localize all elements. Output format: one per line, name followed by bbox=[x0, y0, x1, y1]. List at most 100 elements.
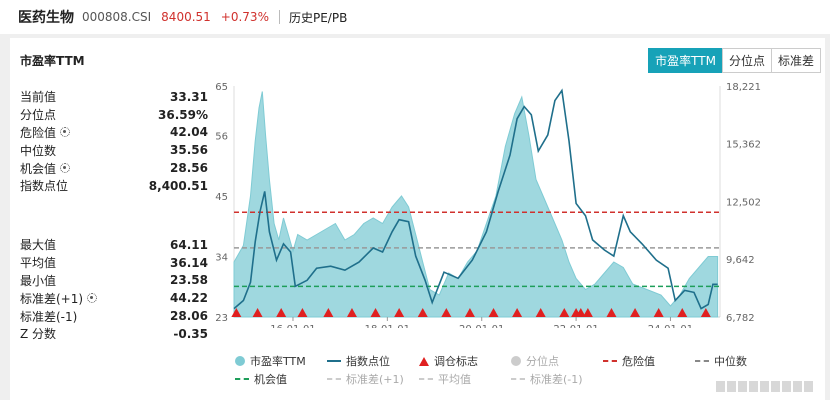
header-divider bbox=[278, 10, 280, 24]
rebalance-marker bbox=[441, 308, 452, 317]
stat-current-row: 危险值 42.04 bbox=[20, 124, 208, 142]
stat-value: 28.06 bbox=[170, 309, 208, 324]
rebalance-marker bbox=[606, 308, 617, 317]
stat-value: 64.11 bbox=[170, 237, 208, 252]
y-left-tick: 56 bbox=[215, 132, 228, 143]
rebalance-marker bbox=[559, 308, 570, 317]
legend-label: 标准差(-1) bbox=[530, 373, 583, 386]
legend-item[interactable]: 平均值 bbox=[419, 371, 511, 387]
stat-value: 28.56 bbox=[170, 161, 208, 176]
stat-current-row: 指数点位 8,400.51 bbox=[20, 177, 208, 195]
stat-history-row: 平均值 36.14 bbox=[20, 254, 208, 272]
legend-dash-icon bbox=[235, 378, 249, 380]
gear-icon[interactable] bbox=[87, 293, 98, 304]
rebalance-marker bbox=[297, 308, 308, 317]
stat-current-row: 中位数 35.56 bbox=[20, 141, 208, 159]
y-left-tick: 34 bbox=[215, 253, 228, 264]
index-name: 医药生物 bbox=[18, 10, 74, 26]
legend-dash-icon bbox=[327, 378, 341, 380]
legend-label: 中位数 bbox=[714, 355, 747, 368]
legend-item[interactable]: 标准差(-1) bbox=[511, 371, 603, 387]
x-tick-label: 16-01-01 bbox=[270, 324, 315, 328]
stat-label: 最大值 bbox=[20, 238, 57, 253]
tab-pe-ttm[interactable]: 市盈率TTM bbox=[648, 48, 723, 73]
legend-item[interactable]: 分位点 bbox=[511, 353, 603, 369]
legend-label: 分位点 bbox=[526, 355, 559, 368]
stat-value: -0.35 bbox=[173, 326, 208, 341]
stat-history-row: Z 分数 -0.35 bbox=[20, 325, 208, 343]
watermark bbox=[714, 379, 813, 392]
rebalance-marker bbox=[512, 308, 523, 317]
x-tick-label: 20-01-01 bbox=[459, 324, 504, 328]
stat-value: 42.04 bbox=[170, 125, 208, 140]
legend-dot-icon bbox=[511, 356, 521, 366]
stats-current: 当前值 33.31 分位点 36.59% 危险值 42.04 中位数 35.56 机会值 28.5… bbox=[20, 88, 208, 195]
stat-value: 44.22 bbox=[170, 291, 208, 306]
rebalance-marker bbox=[231, 308, 242, 317]
stat-history-row: 最大值 64.11 bbox=[20, 236, 208, 254]
history-pe-pb-link[interactable]: 历史PE/PB bbox=[288, 10, 348, 25]
pe-chart[interactable]: 65 56 45 34 23 18,221 15,362 12,502 9,642 6,782 16… bbox=[200, 78, 770, 328]
stat-current-row: 分位点 36.59% bbox=[20, 106, 208, 124]
stat-value: 36.14 bbox=[170, 255, 208, 270]
stats-history: 最大值 64.11 平均值 36.14 最小值 23.58 标准差(+1) 44.22 标准差(… bbox=[20, 236, 208, 343]
stat-label: 平均值 bbox=[20, 256, 57, 271]
rebalance-marker bbox=[575, 308, 586, 317]
x-tick-label: 18-01-01 bbox=[365, 324, 410, 328]
rebalance-marker bbox=[417, 308, 428, 317]
stat-history-row: 标准差(-1) 28.06 bbox=[20, 307, 208, 325]
tab-std-dev[interactable]: 标准差 bbox=[770, 48, 821, 73]
tab-percentile[interactable]: 分位点 bbox=[721, 48, 772, 73]
legend-item[interactable]: 危险值 bbox=[603, 353, 695, 369]
index-header: 医药生物 000808.CSI 8400.51 +0.73% 历史PE/PB bbox=[0, 0, 830, 34]
stat-label: Z 分数 bbox=[20, 327, 57, 342]
legend-item[interactable]: 调仓标志 bbox=[419, 353, 511, 369]
y-left-tick: 45 bbox=[215, 192, 228, 203]
y-right-tick: 9,642 bbox=[726, 255, 755, 266]
legend-item[interactable]: 标准差(+1) bbox=[327, 371, 419, 387]
rebalance-marker bbox=[535, 308, 546, 317]
legend-label: 标准差(+1) bbox=[346, 373, 404, 386]
legend-label: 危险值 bbox=[622, 355, 655, 368]
legend-dash-icon bbox=[419, 378, 433, 380]
pe-ttm-area bbox=[233, 91, 719, 318]
stat-label: 标准差(+1) bbox=[20, 291, 84, 306]
rebalance-marker bbox=[464, 308, 475, 317]
stat-label: 危险值 bbox=[20, 125, 57, 140]
index-price: 8400.51 bbox=[161, 10, 211, 24]
legend-line-icon bbox=[327, 360, 341, 362]
stat-label: 最小值 bbox=[20, 273, 57, 288]
rebalance-marker bbox=[488, 308, 499, 317]
rebalance-marker bbox=[252, 308, 263, 317]
legend-item[interactable]: 市盈率TTM bbox=[235, 353, 327, 369]
x-tick-label: 22-01-01 bbox=[553, 324, 598, 328]
stat-value: 35.56 bbox=[170, 143, 208, 158]
gear-icon[interactable] bbox=[60, 163, 71, 174]
y-left-tick: 23 bbox=[215, 313, 228, 324]
rebalance-marker bbox=[677, 308, 688, 317]
rebalance-marker bbox=[653, 308, 664, 317]
stat-label: 当前值 bbox=[20, 90, 57, 105]
gear-icon[interactable] bbox=[60, 127, 71, 138]
index-code: 000808.CSI bbox=[82, 10, 152, 24]
chart-legend: 市盈率TTM 指数点位 调仓标志 分位点 危险值 中位数机会值 标准差(+1) 平均值 标准差(… bbox=[235, 352, 787, 388]
stat-current-row: 机会值 28.56 bbox=[20, 159, 208, 177]
stat-history-row: 标准差(+1) 44.22 bbox=[20, 289, 208, 307]
legend-label: 调仓标志 bbox=[434, 355, 478, 368]
legend-dash-icon bbox=[511, 378, 525, 380]
rebalance-marker bbox=[323, 308, 334, 317]
legend-label: 指数点位 bbox=[346, 355, 390, 368]
legend-label: 市盈率TTM bbox=[250, 355, 306, 368]
y-right-tick: 15,362 bbox=[726, 140, 761, 151]
rebalance-marker bbox=[370, 308, 381, 317]
legend-item[interactable]: 中位数 bbox=[695, 353, 787, 369]
y-right-tick: 6,782 bbox=[726, 313, 755, 324]
rebalance-marker bbox=[582, 308, 593, 317]
stat-label: 分位点 bbox=[20, 108, 57, 123]
rebalance-marker bbox=[394, 308, 405, 317]
legend-item[interactable]: 机会值 bbox=[235, 371, 327, 387]
index-change: +0.73% bbox=[220, 10, 269, 24]
y-left-tick: 65 bbox=[215, 82, 228, 93]
legend-item[interactable]: 指数点位 bbox=[327, 353, 419, 369]
legend-label: 机会值 bbox=[254, 373, 287, 386]
